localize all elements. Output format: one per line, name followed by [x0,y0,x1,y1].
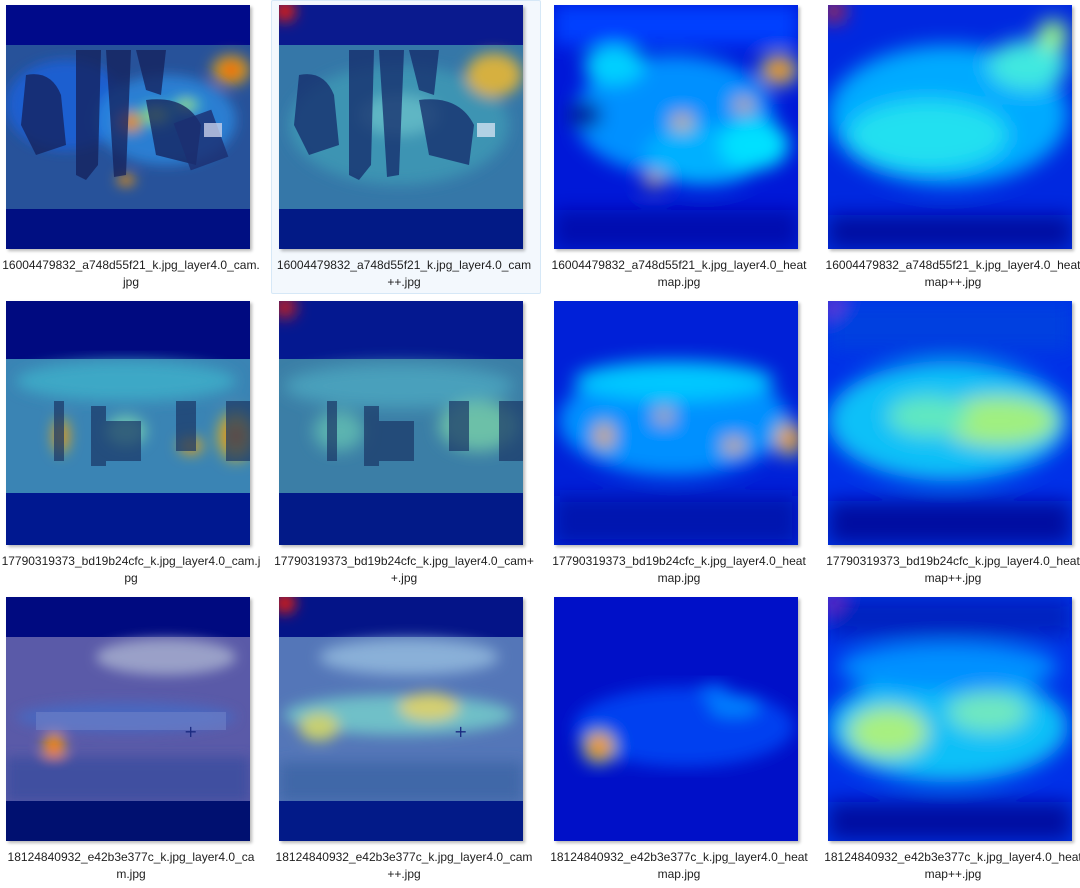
thumbnail-cam[interactable] [6,301,250,545]
file-name: 18124840932_e42b3e377c_k.jpg_layer4.0_ca… [274,849,534,883]
file-item[interactable]: 18124840932_e42b3e377c_k.jpg_layer4.0_he… [822,592,1080,886]
file-name: 16004479832_a748d55f21_k.jpg_layer4.0_ca… [274,257,534,291]
file-name: 16004479832_a748d55f21_k.jpg_layer4.0_he… [549,257,809,291]
svg-text:+: + [454,722,467,741]
file-item[interactable]: + 18124840932_e42b3e377c_k.jpg_layer4.0_… [0,592,270,886]
heatmappp-image [828,301,1072,545]
file-item[interactable]: 16004479832_a748d55f21_k.jpg_layer4.0_he… [822,0,1080,294]
file-name: 16004479832_a748d55f21_k.jpg_layer4.0_he… [823,257,1080,291]
file-name: 18124840932_e42b3e377c_k.jpg_layer4.0_he… [549,849,809,883]
file-item[interactable]: 18124840932_e42b3e377c_k.jpg_layer4.0_he… [548,592,818,886]
file-item[interactable]: 16004479832_a748d55f21_k.jpg_layer4.0_he… [548,0,818,294]
thumbnail-cam[interactable]: + [6,597,250,841]
svg-text:+: + [184,722,197,741]
heatmap-image [554,301,798,545]
file-name: 17790319373_bd19b24cfc_k.jpg_layer4.0_he… [823,553,1080,587]
cam-overlay-image: + [6,597,250,841]
file-item[interactable]: 17790319373_bd19b24cfc_k.jpg_layer4.0_he… [822,296,1080,590]
file-item[interactable]: 16004479832_a748d55f21_k.jpg_layer4.0_ca… [0,0,270,294]
thumbnail-heatmap-plus-plus[interactable] [828,597,1072,841]
thumbnail-heatmap[interactable] [554,301,798,545]
file-name: 17790319373_bd19b24cfc_k.jpg_layer4.0_ca… [274,553,534,587]
campp-overlay-image [279,301,523,545]
file-item[interactable]: 17790319373_bd19b24cfc_k.jpg_layer4.0_ca… [0,296,270,590]
file-item[interactable]: 17790319373_bd19b24cfc_k.jpg_layer4.0_ca… [273,296,543,590]
cam-overlay-image [6,301,250,545]
heatmappp-image [828,5,1072,249]
heatmap-image [554,5,798,249]
thumbnail-cam-plus-plus[interactable]: + [279,597,523,841]
thumbnail-cam-plus-plus[interactable] [279,5,523,249]
file-name: 17790319373_bd19b24cfc_k.jpg_layer4.0_he… [549,553,809,587]
thumbnail-heatmap-plus-plus[interactable] [828,5,1072,249]
campp-overlay-image: + [279,597,523,841]
file-item[interactable]: + 18124840932_e42b3e377c_k.jpg_layer4.0_… [273,592,543,886]
file-item-selected[interactable]: 16004479832_a748d55f21_k.jpg_layer4.0_ca… [271,0,541,294]
campp-overlay-image [279,5,523,249]
file-name: 18124840932_e42b3e377c_k.jpg_layer4.0_he… [823,849,1080,883]
file-name: 16004479832_a748d55f21_k.jpg_layer4.0_ca… [1,257,261,291]
file-item[interactable]: 17790319373_bd19b24cfc_k.jpg_layer4.0_he… [548,296,818,590]
file-name: 17790319373_bd19b24cfc_k.jpg_layer4.0_ca… [1,553,261,587]
file-name: 18124840932_e42b3e377c_k.jpg_layer4.0_ca… [1,849,261,883]
heatmappp-image [828,597,1072,841]
cam-overlay-image [6,5,250,249]
thumbnail-heatmap[interactable] [554,597,798,841]
thumbnail-heatmap[interactable] [554,5,798,249]
thumbnail-cam[interactable] [6,5,250,249]
thumbnail-heatmap-plus-plus[interactable] [828,301,1072,545]
thumbnail-cam-plus-plus[interactable] [279,301,523,545]
heatmap-image [554,597,798,841]
